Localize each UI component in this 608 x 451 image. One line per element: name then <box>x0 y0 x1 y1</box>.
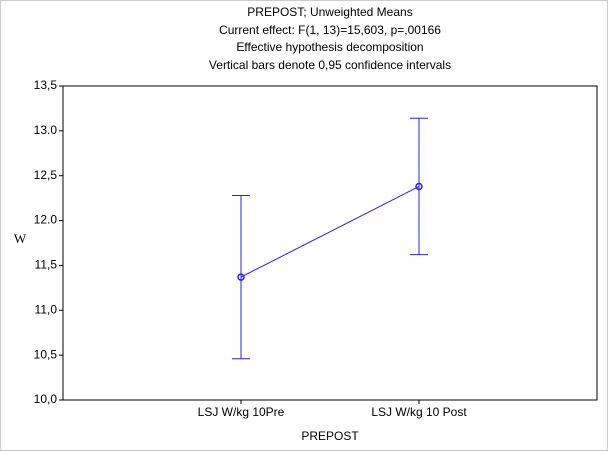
error-bar <box>232 194 250 360</box>
chart-subtitle: Vertical bars denote 0,95 confidence int… <box>209 58 451 72</box>
plot-area <box>62 85 598 401</box>
y-tick-label: 12,5 <box>34 168 58 182</box>
chart-subtitle: Effective hypothesis decomposition <box>236 40 423 54</box>
x-axis-label: PREPOST <box>301 429 359 443</box>
chart-title: PREPOST; Unweighted Means <box>247 5 412 19</box>
y-tick-label: 12.0 <box>34 213 58 227</box>
y-tick-label: 10,5 <box>34 347 58 361</box>
y-tick-label: 11,5 <box>35 258 58 272</box>
x-tick-label: LSJ W/kg 10Pre <box>198 405 285 419</box>
y-tick-label: 11,0 <box>35 302 58 316</box>
y-tick-label: 10,0 <box>34 392 58 406</box>
chart-subtitle: Current effect: F(1, 13)=15,603, p=,0016… <box>219 23 441 37</box>
y-axis-label: W <box>14 231 27 246</box>
mean-marker <box>415 182 423 191</box>
y-tick-label: 13.0 <box>34 123 58 137</box>
mean-line <box>240 186 420 278</box>
mean-marker <box>237 273 245 281</box>
error-bar <box>410 117 428 256</box>
x-tick-label: LSJ W/kg 10 Post <box>371 405 467 419</box>
y-tick-label: 13,5 <box>34 78 58 92</box>
